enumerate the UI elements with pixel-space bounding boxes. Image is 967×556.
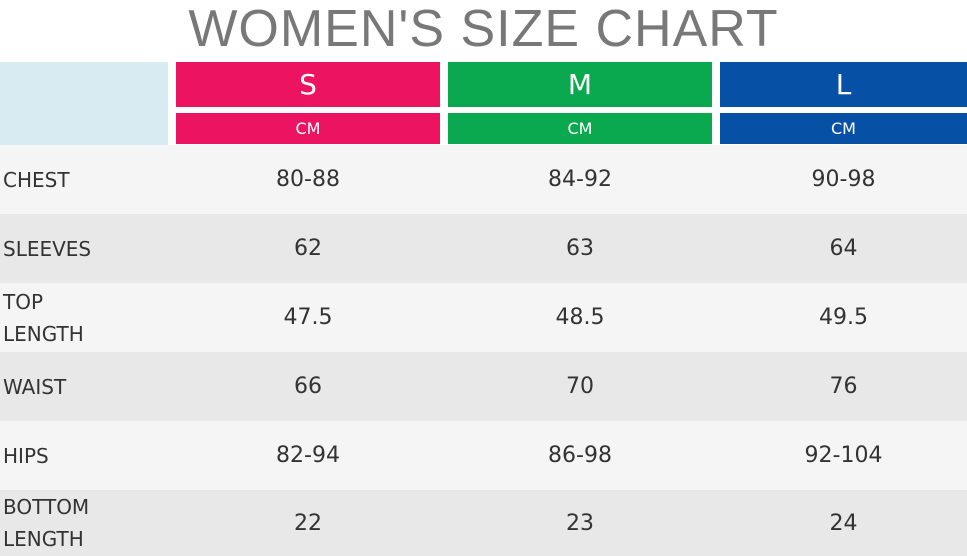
row-background: [0, 421, 967, 490]
row-label: HIPS: [3, 443, 49, 468]
row-label: WAIST: [3, 374, 67, 399]
unit-header: CM: [176, 113, 440, 144]
unit-header: CM: [448, 113, 712, 144]
unit-header: CM: [720, 113, 967, 144]
cell-value: 80-88: [276, 167, 340, 192]
cell-value: 84-92: [548, 167, 612, 192]
corner-cell: [0, 62, 168, 145]
row-background: [0, 283, 967, 352]
cell-value: 92-104: [804, 443, 883, 468]
size-header: S: [176, 62, 440, 107]
size-header: L: [720, 62, 967, 107]
cell-value: 24: [829, 510, 858, 536]
row-label: CHEST: [3, 167, 70, 192]
cell-value: 90-98: [811, 167, 876, 192]
cell-value: 22: [294, 510, 322, 536]
cell-value: 48.5: [555, 305, 605, 330]
row-label: TOP LENGTH: [3, 289, 84, 346]
title: WOMEN'S SIZE CHART: [188, 0, 779, 58]
row-label: SLEEVES: [3, 236, 92, 261]
cell-value: 64: [829, 236, 858, 261]
cell-value: 82-94: [276, 443, 340, 468]
row-background: [0, 352, 967, 421]
cell-value: 49.5: [819, 305, 868, 330]
cell-value: 23: [566, 510, 594, 536]
row-label: BOTTOM LENGTH: [3, 495, 90, 551]
cell-value: 66: [294, 374, 322, 399]
row-background: [0, 490, 967, 556]
cell-value: 76: [829, 374, 858, 399]
cell-value: 63: [566, 236, 594, 261]
size-header: M: [448, 62, 712, 107]
cell-value: 62: [294, 236, 322, 261]
cell-value: 70: [566, 374, 594, 399]
cell-value: 86-98: [548, 443, 612, 468]
cell-value: 47.5: [283, 305, 333, 330]
row-background: [0, 145, 967, 214]
row-background: [0, 214, 967, 283]
